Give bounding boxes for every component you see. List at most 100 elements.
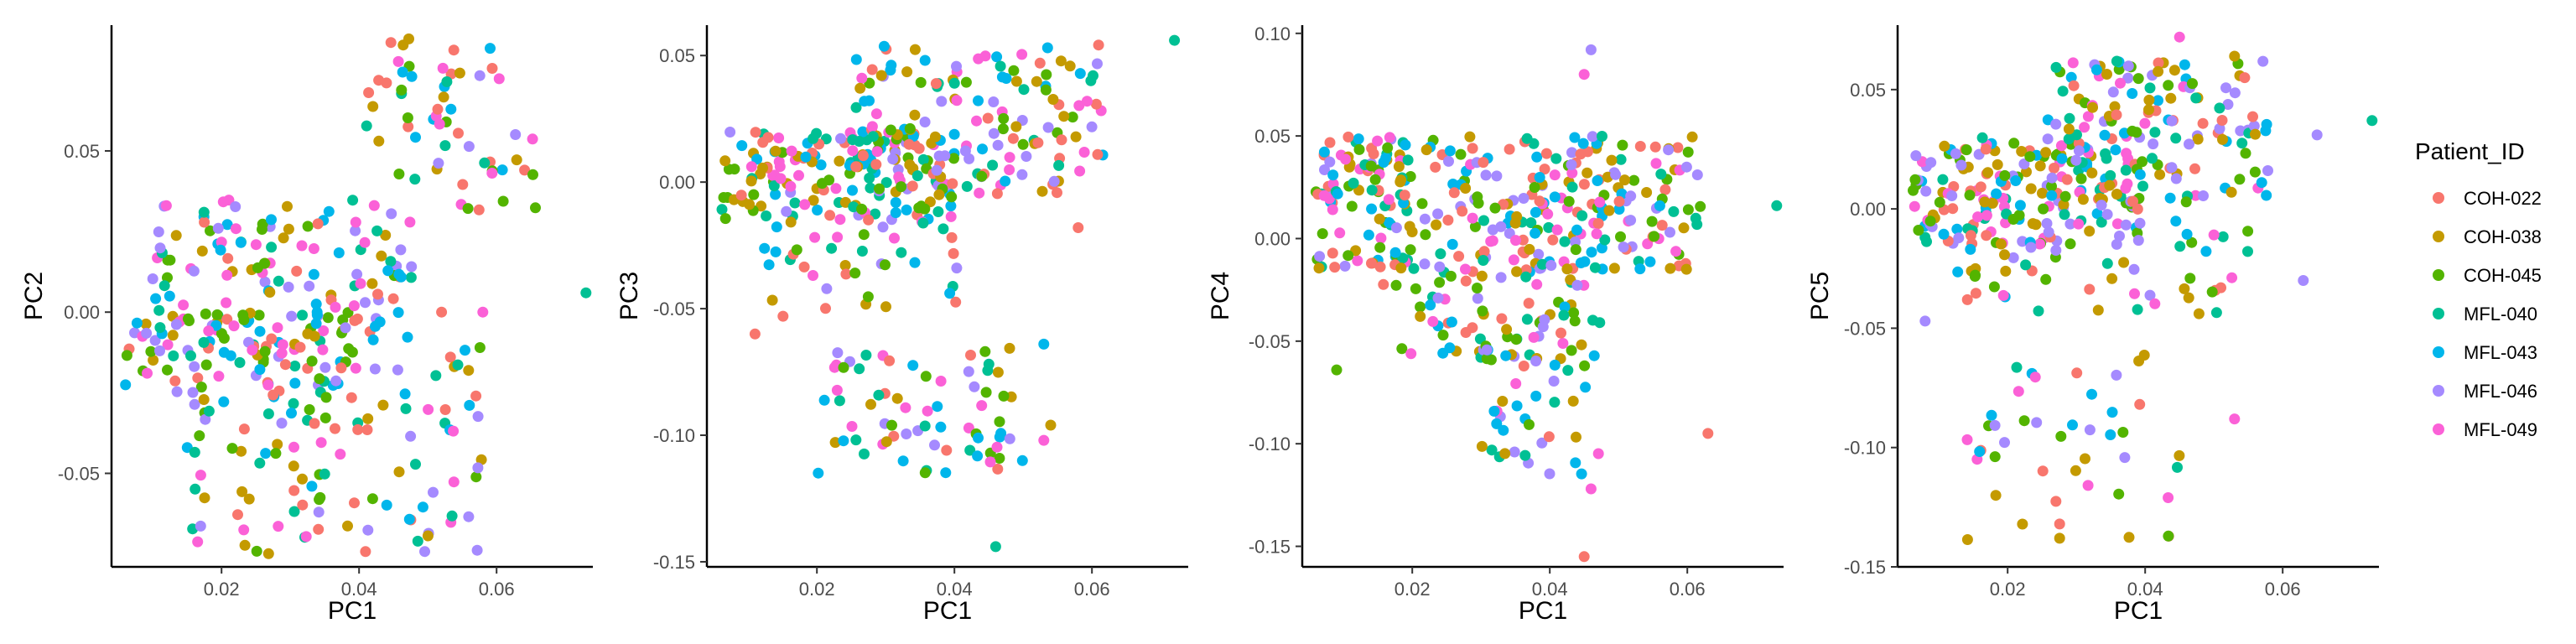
scatter-point-mfl-040: [860, 350, 872, 361]
scatter-point-mfl-046: [2041, 218, 2053, 229]
scatter-point-mfl-046: [428, 486, 439, 498]
scatter-point-mfl-040: [1521, 314, 1533, 325]
scatter-point-coh-045: [1067, 112, 1078, 123]
scatter-point-coh-038: [880, 436, 892, 448]
scatter-point-mfl-043: [445, 103, 457, 115]
scatter-point-coh-045: [1477, 305, 1488, 317]
scatter-point-mfl-049: [1081, 96, 1093, 107]
scatter-point-mfl-049: [831, 384, 843, 396]
scatter-point-coh-045: [200, 308, 211, 319]
scatter-point-mfl-049: [247, 344, 258, 356]
scatter-point-mfl-040: [430, 370, 442, 382]
scatter-point-coh-045: [1415, 301, 1426, 313]
scatter-point-mfl-040: [234, 356, 246, 368]
scatter-point-coh-022: [1052, 187, 1062, 199]
scatter-point-mfl-046: [1610, 169, 1622, 180]
scatter-point-mfl-040: [2057, 86, 2069, 97]
scatter-point-mfl-040: [919, 420, 931, 432]
scatter-point-coh-038: [282, 200, 293, 212]
scatter-point-mfl-043: [1437, 347, 1449, 359]
scatter-point-mfl-040: [2063, 133, 2075, 145]
scatter-point-mfl-040: [2214, 102, 2225, 114]
scatter-point-coh-022: [1578, 551, 1590, 563]
scatter-point-mfl-049: [160, 200, 172, 211]
scatter-point-coh-038: [1686, 131, 1698, 143]
scatter-point-mfl-040: [273, 275, 284, 287]
scatter-point-mfl-043: [286, 408, 297, 419]
scatter-point-coh-045: [1331, 364, 1343, 376]
legend: Patient_ID COH-022 COH-038 COH-045 MFL-040 M…: [2415, 138, 2542, 440]
scatter-point-coh-045: [1445, 270, 1457, 282]
scatter-point-mfl-043: [1986, 409, 1997, 421]
scatter-point-mfl-049: [2012, 386, 2024, 397]
scatter-point-mfl-043: [1327, 169, 1339, 181]
scatter-point-mfl-040: [254, 457, 266, 469]
scatter-point-coh-038: [367, 101, 379, 112]
scatter-point-mfl-046: [936, 96, 948, 107]
scatter-point-coh-038: [865, 398, 876, 410]
scatter-point-coh-038: [2070, 465, 2081, 476]
scatter-point-mfl-046: [2046, 172, 2058, 184]
scatter-point-mfl-040: [446, 510, 458, 522]
scatter-point-mfl-049: [250, 239, 262, 251]
scatter-point-mfl-043: [2200, 246, 2212, 257]
scatter-point-mfl-046: [2119, 452, 2131, 464]
scatter-point-mfl-040: [190, 483, 201, 495]
scatter-point-mfl-049: [775, 173, 787, 184]
scatter-point-coh-022: [2068, 80, 2080, 91]
scatter-point-coh-038: [272, 439, 283, 450]
scatter-point-coh-022: [1056, 134, 1067, 146]
scatter-point-mfl-049: [1510, 378, 1522, 389]
x-tick-label: 0.04: [341, 579, 377, 600]
scatter-point-coh-045: [1008, 65, 1020, 76]
scatter-point-coh-038: [1395, 174, 1407, 186]
scatter-point-coh-038: [148, 355, 159, 366]
scatter-point-mfl-043: [991, 51, 1003, 63]
scatter-point-coh-038: [1499, 448, 1511, 460]
scatter-point-coh-045: [1563, 195, 1575, 207]
scatter-point-mfl-040: [2210, 307, 2222, 319]
scatter-point-coh-038: [880, 301, 891, 313]
scatter-point-mfl-040: [2105, 169, 2116, 181]
scatter-point-coh-038: [1567, 395, 1579, 407]
scatter-point-mfl-040: [917, 217, 929, 229]
scatter-point-coh-038: [2250, 128, 2261, 140]
scatter-point-coh-038: [2225, 186, 2237, 198]
scatter-point-mfl-040: [987, 159, 999, 171]
scatter-point-mfl-040: [1594, 317, 1606, 329]
scatter-point-mfl-049: [448, 476, 460, 488]
scatter-point-coh-045: [306, 356, 318, 367]
scatter-point-coh-038: [198, 394, 210, 405]
scatter-point-coh-038: [1987, 197, 1998, 209]
scatter-point-mfl-049: [217, 196, 229, 208]
x-axis-title: PC1: [1519, 597, 1567, 625]
scatter-point-mfl-049: [1961, 434, 1973, 445]
scatter-point-coh-045: [393, 169, 405, 179]
scatter-point-mfl-040: [2149, 127, 2161, 138]
scatter-point-coh-038: [1501, 324, 1513, 335]
scatter-point-mfl-046: [1042, 122, 1054, 133]
scatter-point-coh-022: [2197, 117, 2209, 129]
x-axis-title: PC1: [923, 597, 972, 625]
scatter-point-mfl-046: [2144, 289, 2156, 301]
scatter-point-mfl-049: [1592, 448, 1604, 460]
y-tick-label: -0.10: [1844, 438, 1886, 459]
scatter-point-coh-038: [2016, 146, 2028, 157]
scatter-point-mfl-046: [472, 411, 484, 423]
x-tick-label: 0.06: [1670, 579, 1706, 600]
scatter-point-mfl-049: [1542, 208, 1554, 220]
scatter-point-mfl-043: [218, 396, 230, 408]
scatter-point-mfl-049: [273, 521, 284, 532]
scatter-point-coh-045: [195, 382, 207, 393]
scatter-point-mfl-046: [1495, 272, 1507, 283]
scatter-point-coh-038: [766, 294, 778, 306]
scatter-point-mfl-040: [989, 541, 1001, 553]
scatter-point-mfl-043: [1041, 42, 1053, 54]
scatter-point-mfl-040: [964, 444, 976, 456]
scatter-point-coh-045: [2180, 196, 2192, 208]
scatter-point-mfl-040: [2050, 61, 2062, 73]
scatter-point-coh-038: [1464, 131, 1476, 143]
scatter-point-coh-045: [1568, 307, 1580, 319]
legend-swatch: [2433, 385, 2444, 397]
scatter-point-mfl-046: [1481, 344, 1493, 356]
